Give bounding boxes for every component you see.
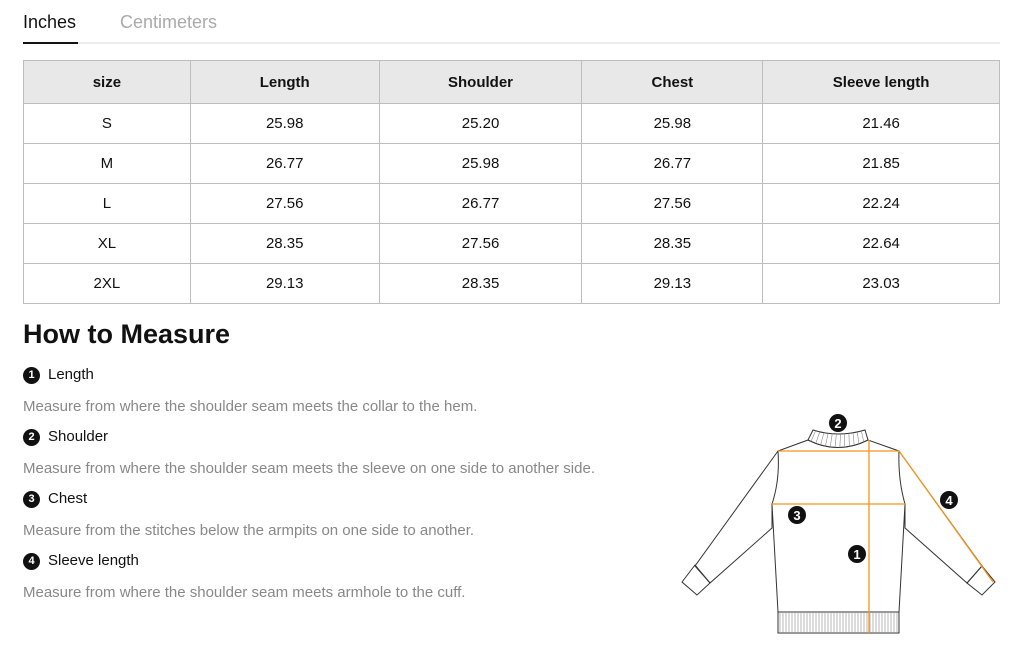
left-cuff [681, 564, 711, 596]
table-header-row: size Length Shoulder Chest Sleeve length [23, 60, 1000, 104]
collar-rib [829, 433, 833, 448]
column-header: size [23, 60, 191, 104]
section-title: How to Measure [23, 319, 231, 349]
table-cell: 27.56 [581, 183, 764, 224]
table-cell: 29.13 [581, 263, 764, 304]
collar [807, 429, 869, 448]
active-tab-indicator [23, 42, 78, 44]
collar-rib [839, 433, 841, 448]
hem [777, 612, 900, 634]
marker-1-icon [848, 545, 866, 563]
measure-description: Measure from where the shoulder seam mee… [23, 584, 466, 601]
table-cell: 22.24 [762, 183, 1000, 224]
collar-rib [856, 431, 860, 444]
sweater-right-side [807, 439, 983, 584]
measure-label: Shoulder [48, 428, 109, 445]
table-cell: 23.03 [762, 263, 1000, 304]
collar-rib [825, 433, 829, 447]
measure-lines [772, 440, 994, 633]
collar-rib [834, 433, 837, 448]
size-table: size Length Shoulder Chest Sleeve length S 25… [23, 60, 1000, 304]
collar-rib [852, 432, 855, 446]
table-cell: 21.85 [762, 143, 1000, 184]
measure-description: Measure from where the shoulder seam mee… [23, 460, 595, 477]
measure-item: 3 Chest [23, 490, 87, 508]
collar-rib [820, 432, 825, 446]
measure-item: 2 Shoulder [23, 428, 108, 446]
column-header: Sleeve length [762, 60, 1000, 104]
number-badge-icon: 1 [23, 367, 40, 384]
marker-label: 1 [853, 547, 860, 562]
unit-tabs: Inches Centimeters [23, 0, 1000, 44]
marker-2-icon [829, 414, 847, 432]
column-header: Length [189, 60, 380, 104]
table-cell: 2XL [23, 263, 191, 304]
marker-4-icon [940, 491, 958, 509]
marker-label: 2 [834, 416, 841, 431]
measure-description: Measure from the stitches below the armp… [23, 522, 475, 539]
table-cell: 25.98 [189, 103, 380, 144]
marker-label: 3 [793, 508, 800, 523]
table-row: 2XL 29.13 28.35 29.13 23.03 [23, 263, 1000, 304]
table-cell: 27.56 [378, 223, 583, 264]
number-badge-icon: 2 [23, 429, 40, 446]
table-row: S 25.98 25.20 25.98 21.46 [23, 103, 1000, 144]
right-cuff [966, 565, 996, 596]
tab-inches[interactable]: Inches [23, 12, 77, 32]
number-badge-icon: 3 [23, 491, 40, 508]
measure-description: Measure from where the shoulder seam mee… [23, 398, 478, 415]
table-cell: 28.35 [189, 223, 380, 264]
number-badge-icon: 4 [23, 553, 40, 570]
marker-label: 4 [945, 493, 953, 508]
table-cell: 25.98 [581, 103, 764, 144]
table-cell: 28.35 [378, 263, 583, 304]
measure-label: Sleeve length [48, 552, 139, 569]
column-header: Chest [581, 60, 764, 104]
table-cell: M [23, 143, 191, 184]
collar-rib [848, 433, 850, 447]
sweater-body [771, 503, 906, 613]
measure-label: Chest [48, 490, 88, 507]
measure-item: 4 Sleeve length [23, 552, 139, 570]
table-cell: 29.13 [189, 263, 380, 304]
table-cell: S [23, 103, 191, 144]
collar-rib [815, 431, 821, 444]
table-cell: XL [23, 223, 191, 264]
marker-3-icon [788, 506, 806, 524]
column-header: Shoulder [378, 60, 583, 104]
collar-rib [810, 430, 816, 442]
tab-centimeters[interactable]: Centimeters [120, 12, 218, 32]
collar-rib [861, 430, 865, 443]
table-cell: 22.64 [762, 223, 1000, 264]
measure-label: Length [48, 366, 94, 383]
table-cell: 28.35 [581, 223, 764, 264]
sweater-left-side [694, 439, 809, 584]
table-row: M 26.77 25.98 26.77 21.85 [23, 143, 1000, 184]
measure-item: 1 Length [23, 366, 94, 384]
table-row: XL 28.35 27.56 28.35 22.64 [23, 223, 1000, 264]
table-cell: 26.77 [581, 143, 764, 184]
sleeve-line [898, 450, 994, 583]
table-cell: 27.56 [189, 183, 380, 224]
